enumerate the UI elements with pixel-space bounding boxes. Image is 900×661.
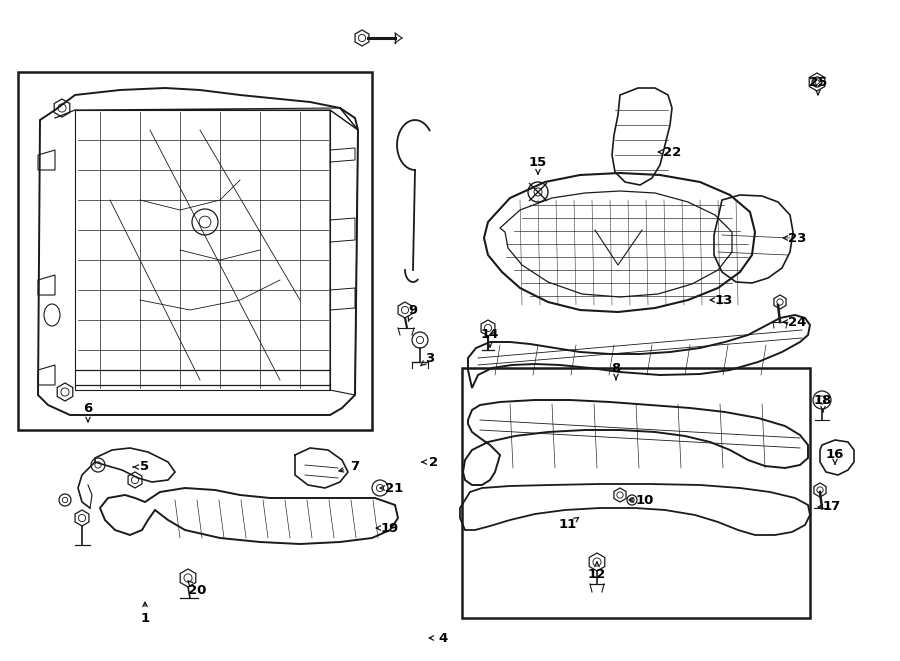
Text: 23: 23 xyxy=(788,231,806,245)
Text: 22: 22 xyxy=(663,145,681,159)
Text: 18: 18 xyxy=(814,393,832,407)
Text: 19: 19 xyxy=(381,522,399,535)
Text: 24: 24 xyxy=(788,315,806,329)
Text: 13: 13 xyxy=(715,293,733,307)
Text: 25: 25 xyxy=(809,75,827,89)
Text: 6: 6 xyxy=(84,403,93,416)
Text: 8: 8 xyxy=(611,362,621,375)
Bar xyxy=(18,72,372,430)
Text: 4: 4 xyxy=(438,631,447,644)
Text: 1: 1 xyxy=(140,611,149,625)
Bar xyxy=(462,368,810,618)
Text: 15: 15 xyxy=(529,155,547,169)
Text: 5: 5 xyxy=(140,461,149,473)
Text: 2: 2 xyxy=(429,455,438,469)
Text: 14: 14 xyxy=(481,329,500,342)
Text: 21: 21 xyxy=(385,481,403,494)
Text: 16: 16 xyxy=(826,449,844,461)
Text: 17: 17 xyxy=(823,500,842,514)
Text: 9: 9 xyxy=(409,303,418,317)
Text: 10: 10 xyxy=(635,494,654,506)
Text: 11: 11 xyxy=(559,518,577,531)
Text: 12: 12 xyxy=(588,568,606,582)
Text: 7: 7 xyxy=(350,461,360,473)
Text: 3: 3 xyxy=(426,352,435,364)
Text: 20: 20 xyxy=(188,584,206,596)
